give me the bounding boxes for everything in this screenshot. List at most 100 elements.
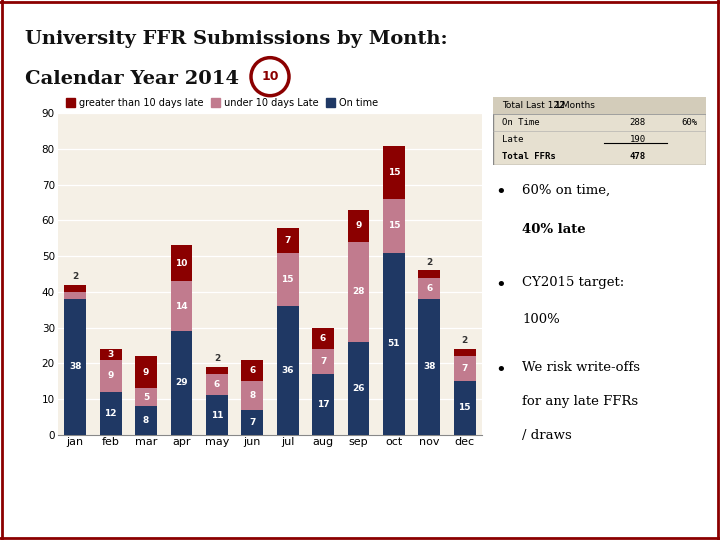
FancyBboxPatch shape	[493, 97, 706, 165]
Text: 7: 7	[320, 357, 326, 366]
Bar	[418, 278, 440, 299]
Text: 38: 38	[423, 362, 436, 372]
Text: 6: 6	[320, 334, 326, 343]
Text: 60%: 60%	[681, 118, 697, 127]
Text: 8: 8	[143, 416, 149, 425]
Text: 7: 7	[249, 418, 256, 427]
Bar	[454, 381, 476, 435]
Bar	[100, 360, 122, 392]
Text: 6: 6	[214, 380, 220, 389]
Text: / draws: / draws	[522, 429, 572, 442]
Text: 11: 11	[211, 410, 223, 420]
Text: 15: 15	[282, 275, 294, 284]
Text: University FFR Submissions by Month:: University FFR Submissions by Month:	[24, 30, 447, 49]
Legend: greater than 10 days late, under 10 days Late, On time: greater than 10 days late, under 10 days…	[63, 94, 382, 112]
Bar	[418, 271, 440, 278]
Bar	[348, 210, 369, 242]
Bar	[171, 331, 192, 435]
Text: CY2015 target:: CY2015 target:	[522, 276, 624, 289]
Text: 9: 9	[355, 221, 361, 231]
Text: 12: 12	[104, 409, 117, 418]
Bar	[206, 367, 228, 374]
Text: 70%: 70%	[168, 487, 210, 504]
Bar	[64, 292, 86, 299]
Text: •: •	[495, 361, 506, 379]
Bar	[276, 253, 299, 306]
Bar	[206, 374, 228, 395]
Text: 2: 2	[72, 272, 78, 281]
Bar	[383, 199, 405, 253]
Text: 2: 2	[462, 336, 468, 346]
Text: 52%: 52%	[465, 487, 508, 504]
Bar	[348, 242, 369, 342]
Text: 6: 6	[249, 366, 256, 375]
Text: 288: 288	[629, 118, 646, 127]
Bar	[454, 349, 476, 356]
Bar	[418, 299, 440, 435]
Text: 69%: 69%	[613, 487, 656, 504]
Text: Total FFRs: Total FFRs	[502, 152, 555, 161]
Bar	[312, 374, 334, 435]
Bar	[241, 360, 264, 381]
Text: On Time: On Time	[502, 118, 539, 127]
Text: We risk write-offs: We risk write-offs	[522, 361, 640, 374]
Text: •: •	[495, 276, 506, 294]
Bar	[171, 246, 192, 281]
Bar	[276, 306, 299, 435]
Text: 2: 2	[214, 354, 220, 363]
Bar	[64, 299, 86, 435]
Text: 15: 15	[387, 168, 400, 177]
Text: •: •	[495, 183, 506, 201]
Text: 9: 9	[107, 372, 114, 380]
Bar	[348, 342, 369, 435]
Text: 15: 15	[387, 221, 400, 231]
Text: 6: 6	[426, 284, 433, 293]
Text: 40% late: 40% late	[522, 223, 586, 236]
Text: Late: Late	[502, 135, 523, 144]
Text: 190: 190	[629, 135, 646, 144]
Text: 26: 26	[352, 384, 365, 393]
Text: 51: 51	[387, 339, 400, 348]
Text: 10: 10	[175, 259, 188, 268]
Text: 29: 29	[175, 379, 188, 387]
Bar	[135, 356, 157, 388]
Text: 17: 17	[317, 400, 330, 409]
Bar	[64, 285, 86, 292]
Bar	[383, 145, 405, 199]
Text: 3: 3	[107, 350, 114, 359]
Text: Calendar Year 2014: Calendar Year 2014	[24, 70, 239, 87]
Text: 14: 14	[175, 302, 188, 310]
Text: 15: 15	[459, 403, 471, 413]
Bar	[171, 281, 192, 331]
Text: 478: 478	[629, 152, 646, 161]
Bar	[135, 406, 157, 435]
Bar	[312, 328, 334, 349]
Text: 2: 2	[426, 258, 433, 267]
Bar	[206, 395, 228, 435]
Text: 51%: 51%	[316, 487, 359, 504]
Text: 9: 9	[143, 368, 149, 377]
Text: Total Last 12 Months: Total Last 12 Months	[502, 101, 595, 110]
Text: 12: 12	[554, 101, 564, 110]
Text: 60% on time,: 60% on time,	[522, 183, 611, 197]
Bar	[135, 388, 157, 406]
Bar	[454, 356, 476, 381]
FancyBboxPatch shape	[493, 97, 706, 114]
Bar	[100, 349, 122, 360]
Bar	[241, 381, 264, 410]
Bar	[312, 349, 334, 374]
Text: 100%: 100%	[522, 313, 560, 326]
Text: Quarterly
% on
Time: Quarterly % on Time	[45, 481, 97, 510]
Text: 5: 5	[143, 393, 149, 402]
Text: 8: 8	[249, 391, 256, 400]
Bar	[241, 410, 264, 435]
Text: 7: 7	[284, 235, 291, 245]
Bar	[383, 253, 405, 435]
Text: 28: 28	[352, 287, 365, 296]
Text: for any late FFRs: for any late FFRs	[522, 395, 639, 408]
Text: 38: 38	[69, 362, 81, 372]
Text: 7: 7	[462, 364, 468, 373]
Text: 10: 10	[261, 70, 279, 83]
Text: 36: 36	[282, 366, 294, 375]
Bar	[276, 228, 299, 253]
